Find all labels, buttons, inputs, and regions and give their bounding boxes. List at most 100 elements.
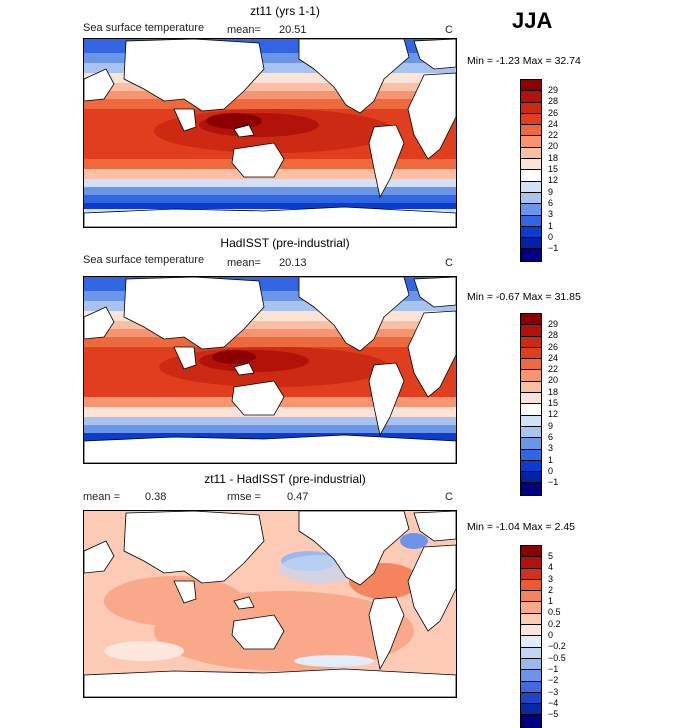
colorbar-tick-label: 3	[548, 443, 554, 454]
panel-1-max-label: Max =	[522, 55, 552, 67]
colorbar-tick-label: 0.5	[548, 607, 561, 618]
colorbar-swatch	[521, 426, 541, 439]
panel-1-max-value: 32.74	[554, 55, 581, 67]
panel-3-max-value: 2.45	[554, 521, 575, 533]
colorbar-tick-label: −2	[548, 675, 559, 686]
colorbar-swatch	[521, 80, 541, 92]
colorbar-tick-label: 6	[548, 197, 554, 208]
colorbar-swatch	[521, 557, 541, 569]
colorbar-swatch	[521, 636, 541, 648]
land-outlines	[84, 511, 456, 697]
panel-2-min-label: Min =	[467, 291, 493, 303]
panel-2-title: HadISST (pre-industrial)	[220, 236, 350, 250]
colorbar-tick-label: 15	[548, 164, 559, 175]
panel-1-mean-label: mean=	[227, 24, 261, 36]
colorbar-tick-label: 0	[548, 465, 554, 476]
colorbar-swatch	[521, 670, 541, 682]
colorbar-swatch	[521, 591, 541, 603]
colorbar-swatch	[521, 136, 541, 148]
panel-2-map	[83, 276, 457, 464]
colorbar-swatch	[521, 314, 541, 326]
colorbar-tick-label: 18	[548, 386, 559, 397]
colorbar-tick-label: 1	[548, 596, 554, 607]
panel-3-colorbar	[520, 545, 542, 728]
colorbar-tick-label: 1	[548, 220, 554, 231]
panel-3-title: zt11 - HadISST (pre-industrial)	[204, 472, 366, 486]
panel-3-mean-value: 0.38	[145, 491, 167, 503]
colorbar-tick-label: −3	[548, 686, 559, 697]
colorbar-tick-label: −0.5	[548, 652, 566, 663]
panel-1-map	[83, 38, 457, 228]
colorbar-swatch	[521, 483, 541, 495]
panel-2-colorbar-ticks: 29 28 26 24 22 20 18 15 12 9 6 3 1 0 −1	[548, 319, 558, 488]
colorbar-swatch	[521, 159, 541, 171]
panel-1-units: C	[445, 24, 453, 36]
colorbar-tick-label: 22	[548, 130, 559, 141]
panel-1-min-value: -1.23	[495, 55, 520, 67]
panel-3-max-label: Max =	[522, 521, 552, 533]
colorbar-swatch	[521, 238, 541, 250]
colorbar-tick-label: 28	[548, 330, 559, 341]
colorbar-tick-label: −1	[548, 477, 559, 488]
colorbar-swatch	[521, 404, 541, 416]
colorbar-tick-label: 12	[548, 175, 559, 186]
colorbar-swatch	[521, 658, 541, 671]
panel-1-title: zt11 (yrs 1-1)	[250, 4, 320, 18]
colorbar-tick-label: 5	[548, 551, 554, 561]
colorbar-swatch	[521, 325, 541, 337]
colorbar-swatch	[521, 113, 541, 126]
colorbar-tick-label: 3	[548, 573, 554, 584]
colorbar-tick-label: 0.2	[548, 618, 561, 629]
colorbar-swatch	[521, 170, 541, 182]
colorbar-swatch	[521, 579, 541, 592]
season-label: JJA	[512, 8, 553, 33]
panel-2-min-value: -0.67	[495, 291, 520, 303]
panel-1-colorbar-ticks: 29 28 26 24 22 20 18 15 12 9 6 3 1 0 −1	[548, 85, 558, 254]
colorbar-swatch	[521, 347, 541, 360]
colorbar-tick-label: 29	[548, 85, 559, 95]
colorbar-tick-label: 9	[548, 420, 554, 431]
colorbar-swatch	[521, 102, 541, 114]
colorbar-tick-label: 28	[548, 96, 559, 107]
colorbar-swatch	[521, 625, 541, 637]
panel-1-field-label: Sea surface temperature	[83, 22, 205, 34]
colorbar-tick-label: 12	[548, 409, 559, 420]
colorbar-tick-label: 29	[548, 319, 559, 329]
panel-3-map	[83, 510, 457, 698]
colorbar-swatch	[521, 370, 541, 382]
panel-1-min-max: Min = -1.23 Max = 32.74	[467, 55, 581, 67]
colorbar-swatch	[521, 192, 541, 205]
colorbar-tick-label: 6	[548, 431, 554, 442]
colorbar-tick-label: 1	[548, 454, 554, 465]
panel-2-mean-label: mean=	[227, 257, 261, 269]
colorbar-tick-label: 26	[548, 341, 559, 352]
panel-3-colorbar-ticks: 5 4 3 2 1 0.5 0.2 0 −0.2 −0.5 −1 −2 −3 −4 −5	[548, 551, 566, 720]
colorbar-swatch	[521, 602, 541, 614]
colorbar-swatch	[521, 147, 541, 160]
panel-3-rmse-value: 0.47	[287, 491, 309, 503]
colorbar-swatch	[521, 393, 541, 405]
colorbar-swatch	[521, 449, 541, 461]
panel-2-mean-value: 20.13	[279, 257, 307, 269]
panel-3-min-max: Min = -1.04 Max = 2.45	[467, 521, 575, 533]
panel-3-min-label: Min =	[467, 521, 493, 533]
colorbar-tick-label: 20	[548, 375, 559, 386]
panel-3-units: C	[445, 491, 453, 503]
panel-3-min-value: -1.04	[495, 521, 520, 533]
colorbar-swatch	[521, 181, 541, 193]
colorbar-swatch	[521, 692, 541, 705]
panel-2-min-max: Min = -0.67 Max = 31.85	[467, 291, 581, 303]
colorbar-swatch	[521, 460, 541, 473]
colorbar-tick-label: 18	[548, 152, 559, 163]
colorbar-swatch	[521, 359, 541, 371]
panel-3-rmse-label: rmse =	[227, 491, 261, 503]
panel-3-mean-label: mean =	[83, 491, 120, 503]
colorbar-swatch	[521, 336, 541, 348]
colorbar-swatch	[521, 704, 541, 716]
colorbar-tick-label: 2	[548, 584, 554, 595]
colorbar-swatch	[521, 415, 541, 427]
colorbar-swatch	[521, 249, 541, 261]
panel-2-field-label: Sea surface temperature	[83, 254, 205, 266]
panel-2-max-label: Max =	[522, 291, 552, 303]
colorbar-swatch	[521, 647, 541, 659]
